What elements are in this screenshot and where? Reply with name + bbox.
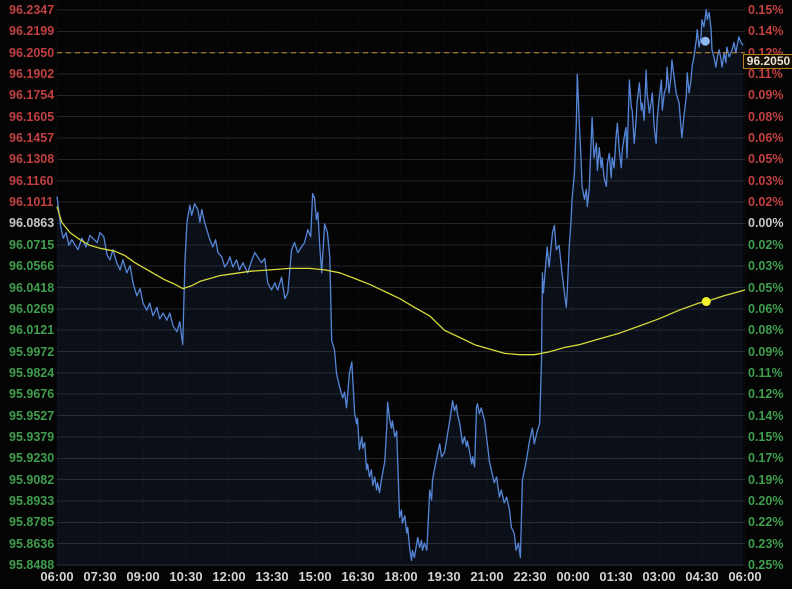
percent-axis-label: 0.09% — [748, 344, 784, 359]
time-axis-label: 01:30 — [599, 569, 633, 584]
price-axis-label: 96.0269 — [9, 301, 55, 316]
time-axis-label: 18:00 — [384, 569, 418, 584]
percent-axis-label: 0.12% — [748, 387, 784, 402]
percent-axis-label: 0.22% — [748, 515, 784, 530]
price-axis-label: 96.1160 — [9, 173, 54, 188]
price-axis-label: 96.2050 — [9, 45, 55, 60]
percent-axis-label: 0.09% — [748, 88, 784, 103]
price-axis-label: 96.1605 — [9, 109, 55, 124]
percent-axis-label: 0.11% — [748, 67, 783, 82]
time-axis-label: 06:00 — [40, 569, 74, 584]
price-axis-label: 96.2347 — [9, 3, 55, 17]
moving-average-line — [56, 206, 746, 356]
price-axis-label: 96.1457 — [9, 131, 55, 146]
price-axis-label: 96.0715 — [9, 237, 55, 252]
price-axis-label: 96.0121 — [9, 323, 55, 338]
moving-average-marker-dot — [701, 297, 711, 307]
percent-axis-label: 0.20% — [748, 493, 784, 508]
percent-axis-label: 0.08% — [748, 109, 784, 124]
percent-axis-label: 0.03% — [748, 259, 784, 274]
price-axis-label: 95.9676 — [9, 387, 55, 402]
price-axis-label: 95.9972 — [9, 344, 55, 359]
time-axis-label: 16:30 — [341, 569, 375, 584]
price-axis-label: 95.9379 — [9, 429, 55, 444]
time-axis-label: 03:00 — [642, 569, 676, 584]
price-line — [56, 8, 744, 562]
price-axis-label: 95.9824 — [9, 365, 55, 380]
percent-axis-label: 0.25% — [748, 558, 784, 572]
percent-axis-label: 0.14% — [748, 24, 784, 39]
percent-axis-label: 0.02% — [748, 195, 784, 210]
time-axis-label: 21:00 — [470, 569, 504, 584]
price-axis-label: 95.8636 — [9, 536, 55, 551]
time-axis-label: 22:30 — [513, 569, 547, 584]
percent-axis-label: 0.23% — [748, 536, 784, 551]
time-axis-label: 09:00 — [126, 569, 160, 584]
current-price-tag: 96.2050 — [743, 54, 792, 70]
percent-axis-label: 0.14% — [748, 408, 784, 423]
time-axis-label: 12:00 — [212, 569, 246, 584]
percent-axis-label: 0.02% — [748, 237, 784, 252]
percent-axis-label: 0.06% — [748, 131, 784, 146]
percent-axis-label: 0.17% — [748, 451, 784, 466]
percent-axis-label: 0.15% — [748, 3, 784, 17]
price-axis-label: 96.0418 — [9, 280, 55, 295]
percent-axis-label: 0.06% — [748, 301, 784, 316]
price-axis-label: 95.8933 — [9, 493, 55, 508]
price-axis-label: 95.8785 — [9, 515, 55, 530]
percent-axis-label: 0.05% — [748, 280, 784, 295]
price-marker-dot — [700, 36, 710, 46]
percent-axis-label: 0.11% — [748, 365, 783, 380]
price-axis-label: 96.1754 — [9, 88, 55, 103]
time-axis-label: 13:30 — [255, 569, 289, 584]
percent-axis-label: 0.03% — [748, 173, 784, 188]
percent-axis-label: 0.00% — [748, 216, 784, 231]
time-axis-label: 15:00 — [298, 569, 332, 584]
price-axis-label: 96.1011 — [9, 195, 54, 210]
percent-axis-label: 0.15% — [748, 429, 784, 444]
percent-axis-label: 0.19% — [748, 472, 784, 487]
price-axis-label: 95.9527 — [9, 408, 55, 423]
price-axis-label: 96.0863 — [9, 216, 55, 231]
price-area-fill — [57, 9, 744, 567]
price-axis-label: 95.8488 — [9, 558, 55, 572]
price-axis-label: 95.9230 — [9, 451, 55, 466]
time-axis-label: 10:30 — [169, 569, 203, 584]
price-axis-label: 96.2199 — [9, 24, 55, 39]
time-axis-label: 19:30 — [427, 569, 461, 584]
time-axis-label: 06:00 — [728, 569, 762, 584]
time-axis-label: 07:30 — [83, 569, 117, 584]
price-axis-label: 96.0566 — [9, 259, 55, 274]
price-axis-label: 96.1308 — [9, 152, 55, 167]
price-axis-label: 96.1902 — [9, 67, 55, 82]
percent-axis-label: 0.05% — [748, 152, 784, 167]
time-axis-label: 00:00 — [556, 569, 590, 584]
percent-axis-label: 0.08% — [748, 323, 784, 338]
time-axis-label: 04:30 — [685, 569, 719, 584]
price-axis-label: 95.9082 — [9, 472, 55, 487]
